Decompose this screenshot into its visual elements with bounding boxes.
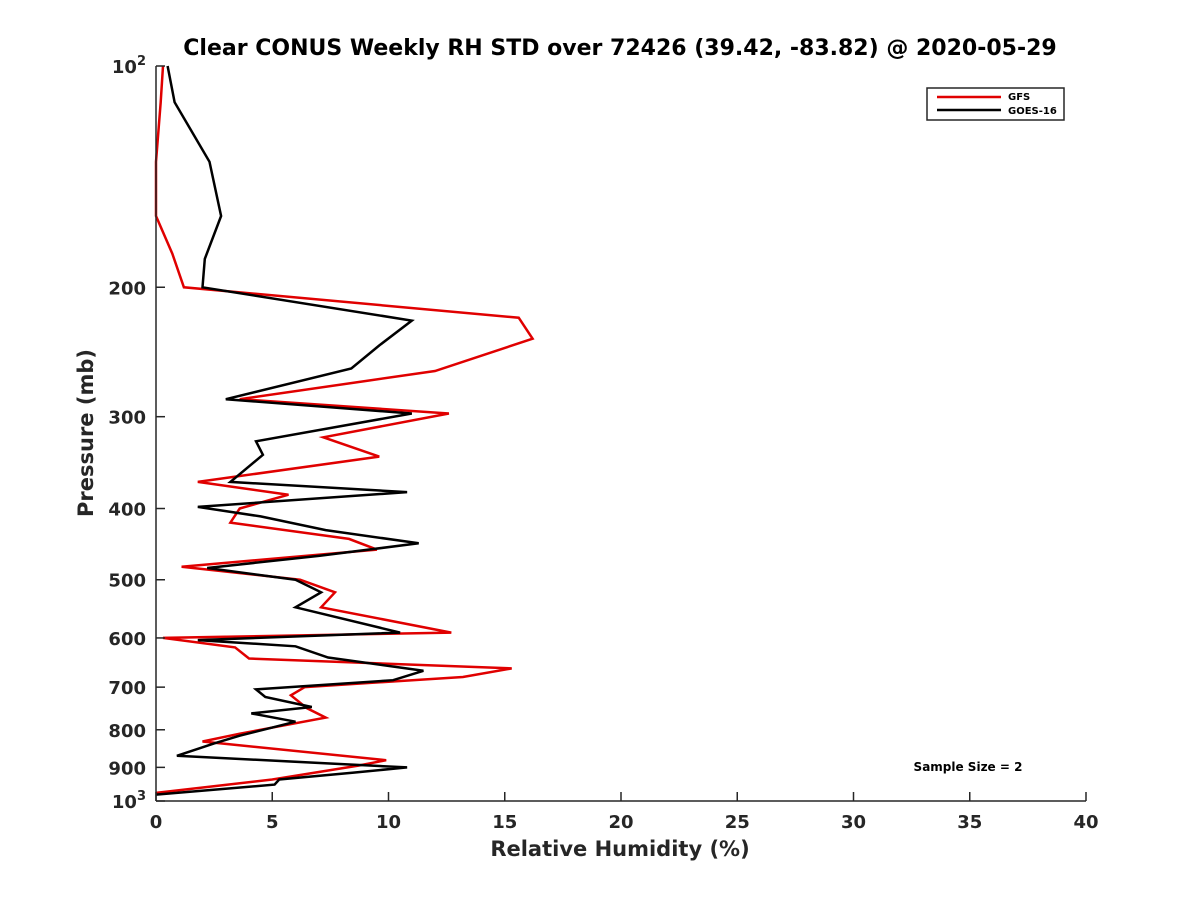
x-tick-label: 35 xyxy=(957,812,982,833)
y-tick-label: 600 xyxy=(108,629,146,650)
x-tick-label: 30 xyxy=(841,812,866,833)
y-tick-label: 400 xyxy=(108,500,146,521)
x-tick-label: 0 xyxy=(150,812,163,833)
x-tick-label: 40 xyxy=(1073,812,1098,833)
y-tick-label: 103 xyxy=(112,789,146,813)
y-tick-label: 200 xyxy=(108,278,146,299)
x-tick-label: 25 xyxy=(725,812,750,833)
x-tick-label: 10 xyxy=(376,812,401,833)
series-line-goes16 xyxy=(155,65,424,796)
series-layer xyxy=(154,65,535,796)
x-tick-label: 15 xyxy=(492,812,517,833)
y-tick-label: 800 xyxy=(108,721,146,742)
y-tick-label: 700 xyxy=(108,678,146,699)
legend-gfs-label: GFS xyxy=(1008,92,1030,103)
y-tick-label: 102 xyxy=(112,54,146,78)
y-tick-label: 300 xyxy=(108,408,146,429)
sample-size-annotation: Sample Size = 2 xyxy=(914,760,1023,774)
legend: GFS GOES-16 xyxy=(926,87,1065,121)
y-tick-label: 900 xyxy=(108,758,146,779)
chart-title: Clear CONUS Weekly RH STD over 72426 (39… xyxy=(183,36,1056,61)
y-tick-label: 500 xyxy=(108,571,146,592)
x-tick-label: 20 xyxy=(608,812,633,833)
x-tick-label: 5 xyxy=(266,812,279,833)
legend-box xyxy=(926,87,1065,121)
x-axis-label: Relative Humidity (%) xyxy=(490,837,749,861)
y-axis-label: Pressure (mb) xyxy=(74,349,98,517)
axes-layer: 0 5 10 15 20 25 30 35 40 102 200 300 400 500 600 700 800… xyxy=(108,54,1098,833)
series-line-gfs xyxy=(154,65,535,795)
legend-goes16-label: GOES-16 xyxy=(1008,106,1057,117)
